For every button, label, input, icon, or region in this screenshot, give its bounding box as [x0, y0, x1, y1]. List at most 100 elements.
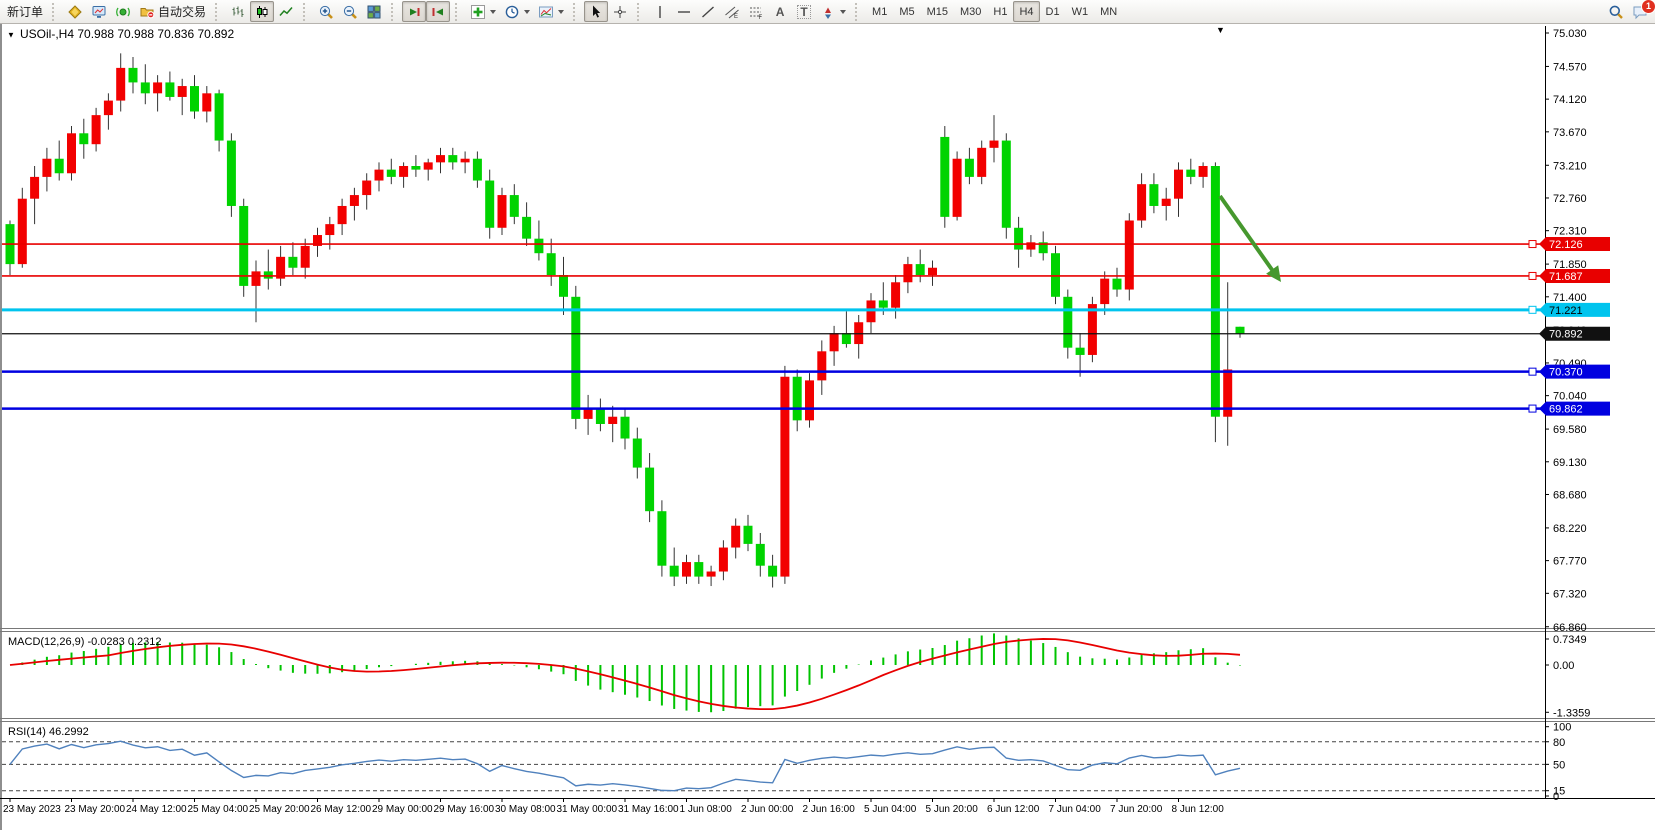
svg-text:1 Jun 08:00: 1 Jun 08:00 [680, 804, 733, 815]
rsi-panel: 100 80 50 150 RSI(14) 46.2992 [2, 722, 1571, 803]
line-handle[interactable] [1528, 367, 1537, 376]
toolbar-separator [855, 2, 861, 21]
zoom-in-button[interactable] [314, 1, 338, 22]
candles-layer [5, 53, 1245, 588]
svg-text:73.670: 73.670 [1553, 127, 1587, 139]
autotrade-icon [140, 7, 155, 18]
timeframe-m1[interactable]: M1 [866, 1, 893, 22]
new-order-button[interactable]: 新订单 [3, 1, 47, 22]
svg-text:69.862: 69.862 [1549, 404, 1583, 416]
timeframe-w1[interactable]: W1 [1066, 1, 1095, 22]
text-tool-button[interactable]: A [768, 1, 792, 22]
timeframe-h1[interactable]: H1 [987, 1, 1013, 22]
main-toolbar: 新订单 自动交易 [0, 0, 1655, 24]
chart-bars-button[interactable] [226, 1, 250, 22]
svg-text:23 May 20:00: 23 May 20:00 [65, 804, 126, 815]
add-indicator-icon [471, 4, 486, 19]
line-handle[interactable] [1528, 305, 1537, 314]
signals-button[interactable] [111, 1, 135, 22]
market-watch-button[interactable] [87, 1, 111, 22]
svg-text:2 Jun 16:00: 2 Jun 16:00 [803, 804, 856, 815]
svg-text:31 May 16:00: 31 May 16:00 [618, 804, 679, 815]
timeframe-m30[interactable]: M30 [954, 1, 987, 22]
clock-icon [505, 5, 519, 18]
svg-text:71.687: 71.687 [1549, 271, 1583, 283]
trendline-tool-button[interactable] [696, 1, 720, 22]
bar-chart-icon [232, 6, 244, 17]
collapse-arrow-icon: ▼ [7, 31, 15, 40]
tile-windows-button[interactable] [362, 1, 386, 22]
price-axis-badge [1539, 268, 1610, 283]
crosshair-tool-button[interactable] [608, 1, 632, 22]
fibonacci-tool-button[interactable]: F [744, 1, 768, 22]
text-label-tool-icon: T [797, 4, 811, 19]
svg-text:E: E [734, 14, 738, 20]
svg-text:70.040: 70.040 [1553, 391, 1587, 403]
auto-scroll-button[interactable] [402, 1, 427, 22]
svg-text:73.210: 73.210 [1553, 160, 1587, 172]
search-icon [1609, 5, 1623, 19]
new-order-label: 新订单 [7, 5, 44, 19]
vertical-line-tool-button[interactable] [648, 1, 672, 22]
chart-shift-icon [432, 7, 444, 16]
svg-text:72.310: 72.310 [1553, 226, 1587, 238]
annotation-arrow [1218, 194, 1281, 282]
line-handle[interactable] [1528, 240, 1537, 249]
toolbar-separator [637, 2, 643, 21]
svg-text:66.860: 66.860 [1553, 622, 1587, 634]
svg-text:26 May 12:00: 26 May 12:00 [311, 804, 372, 815]
timeframe-mn[interactable]: MN [1094, 1, 1123, 22]
svg-text:70.892: 70.892 [1549, 329, 1583, 341]
indicators-button[interactable] [466, 1, 500, 22]
svg-text:0.7349: 0.7349 [1553, 634, 1587, 646]
svg-text:29 May 16:00: 29 May 16:00 [434, 804, 495, 815]
templates-button[interactable] [534, 1, 568, 22]
symbols-button[interactable] [63, 1, 87, 22]
svg-text:71.400: 71.400 [1553, 292, 1587, 304]
trend-arrow[interactable] [1218, 194, 1277, 276]
cursor-tool-button[interactable] [584, 1, 609, 22]
vertical-line-icon [659, 5, 661, 18]
macd-panel: 0.7349 0.00 -1.3359 MACD(12,26,9) -0.0283 0… [8, 633, 1590, 719]
timeframe-m15[interactable]: M15 [921, 1, 954, 22]
svg-text:72.126: 72.126 [1549, 239, 1583, 251]
rsi-label: RSI(14) 46.2992 [8, 726, 89, 738]
caret-icon [840, 9, 847, 14]
zoom-out-button[interactable] [338, 1, 362, 22]
svg-text:75.030: 75.030 [1553, 28, 1587, 40]
zoom-out-icon [343, 5, 357, 19]
chart-candles-button[interactable] [250, 1, 275, 22]
autotrade-button[interactable]: 自动交易 [135, 1, 210, 22]
search-button[interactable] [1604, 1, 1628, 22]
chart-line-button[interactable] [274, 1, 298, 22]
timeframe-h4[interactable]: H4 [1013, 1, 1040, 22]
notifications-button[interactable]: 1 [1628, 0, 1655, 22]
caret-icon [524, 9, 531, 14]
arrows-tool-button[interactable] [816, 1, 850, 22]
date-axis: 23 May 2023 23 May 20:00 24 May 12:00 25 Ma… [3, 798, 1224, 815]
chart-header: ▼ USOil-,H4 70.988 70.988 70.836 70.892 ▼ [7, 25, 1225, 41]
line-handle[interactable] [1528, 404, 1537, 413]
periods-button[interactable] [500, 1, 534, 22]
line-handle[interactable] [1528, 271, 1537, 280]
timeframe-d1[interactable]: D1 [1040, 1, 1066, 22]
svg-text:F: F [759, 15, 763, 20]
price-axis-badge [1539, 364, 1610, 379]
line-chart-icon [279, 6, 293, 16]
chart-shift-marker: ▼ [1216, 25, 1225, 35]
timeframe-m5[interactable]: M5 [893, 1, 920, 22]
equidistant-channel-icon: E [725, 6, 739, 20]
arrows-shapes-icon [825, 7, 832, 19]
price-axis-badge [1539, 302, 1610, 317]
svg-text:5 Jun 04:00: 5 Jun 04:00 [864, 804, 917, 815]
svg-text:2 Jun 00:00: 2 Jun 00:00 [741, 804, 794, 815]
svg-text:71.221: 71.221 [1549, 305, 1583, 317]
channel-tool-button[interactable]: E [720, 1, 744, 22]
cursor-icon [593, 5, 601, 18]
chart-shift-button[interactable] [426, 1, 451, 22]
horizontal-line-tool-button[interactable] [672, 1, 696, 22]
svg-text:0.00: 0.00 [1553, 660, 1574, 672]
template-icon [539, 6, 554, 17]
text-label-tool-button[interactable]: T [792, 1, 816, 22]
